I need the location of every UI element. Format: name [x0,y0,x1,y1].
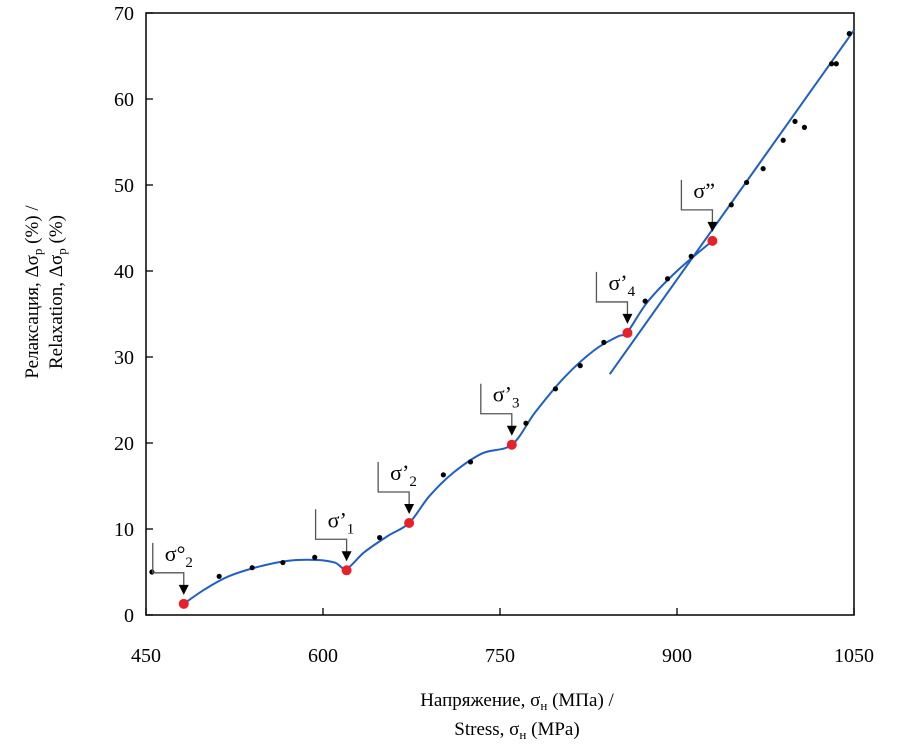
x-tick-label: 450 [131,645,161,667]
critical-point-label: σ’1 [328,507,355,537]
axis-tick-labels: 450 600 750 900 1050 0 10 20 30 40 50 60 70 [114,3,874,667]
critical-point-label: σ” [693,178,715,203]
x-axis-title-line-1: Напряжение, σн (МПа) / [420,690,614,713]
trend-line-layer [608,29,855,375]
data-point [377,535,383,541]
y-tick-label: 60 [114,89,134,111]
annotation-arrowhead [506,425,517,436]
critical-points-layer [178,235,718,609]
y-tick-label: 0 [124,605,134,627]
y-tick-label: 20 [114,433,134,455]
critical-point [707,235,718,246]
data-point [440,472,446,478]
fit-curve-layer [183,240,714,605]
data-point [312,554,318,560]
trend-line [608,29,855,375]
data-point [846,31,852,37]
critical-point-label: σ’3 [493,382,520,412]
data-point [744,179,750,186]
data-point [728,202,734,208]
x-tick-label: 900 [662,645,692,667]
x-tick-label: 750 [485,645,515,667]
annotation-leader [377,461,410,505]
critical-point [404,517,415,528]
critical-point-label: σ’4 [608,270,635,300]
critical-point [178,598,189,609]
data-point [216,573,222,579]
data-point [828,61,835,67]
critical-point-annotation: σ’4 [595,270,636,324]
annotation-arrowhead [178,584,189,595]
annotation-arrowhead [622,313,633,324]
annotation-leader [595,271,629,315]
critical-point-annotation: σ’3 [480,382,520,436]
data-point [664,276,671,282]
data-point [280,559,286,566]
annotation-leader [152,542,185,586]
annotation-arrowhead [404,503,415,514]
y-axis-title-line-1: Релаксация, Δσp (%) / [22,205,45,379]
y-tick-label: 50 [114,175,134,197]
axis-ticks [145,12,855,616]
critical-point-label: σ’2 [390,460,417,490]
data-point [149,569,155,575]
critical-point-label: σ°2 [165,541,193,571]
critical-point [622,327,633,338]
data-point [577,363,583,369]
data-point [523,420,529,426]
data-point [801,124,808,130]
critical-point-annotation: σ’2 [377,460,417,514]
fit-curve [183,240,714,605]
y-axis-title-line-2: Relaxation, Δσp (%) [46,215,69,369]
data-point [467,459,474,465]
annotation-leader [314,509,348,553]
data-point [780,137,786,143]
plot-frame [145,12,855,616]
data-point [249,565,255,571]
critical-point [506,439,517,450]
critical-point [341,565,352,576]
annotation-leader [480,383,513,427]
critical-point-annotation: σ’1 [314,507,355,562]
x-tick-label: 1050 [834,645,874,667]
critical-point-annotation: σ” [680,178,718,232]
data-point [552,386,559,392]
data-point [642,298,648,304]
y-tick-label: 10 [114,519,134,541]
annotation-leader [680,179,714,223]
data-point [688,253,694,259]
data-point [792,118,798,124]
y-tick-label: 70 [114,3,134,25]
y-tick-label: 30 [114,347,134,369]
annotation-arrowhead [341,551,352,562]
measured-points-layer [149,31,852,579]
annotation-arrowhead [707,221,718,232]
critical-point-annotation: σ°2 [152,541,193,595]
data-point [760,166,766,172]
annotations-layer: σ°2 σ’1 σ’2 σ’3 σ’4 σ” [152,178,718,595]
y-tick-label: 40 [114,261,134,283]
x-axis-title-line-2: Stress, σн (MPa) [454,719,579,742]
data-point [601,339,607,345]
x-tick-label: 600 [308,645,338,667]
data-point [833,61,839,67]
